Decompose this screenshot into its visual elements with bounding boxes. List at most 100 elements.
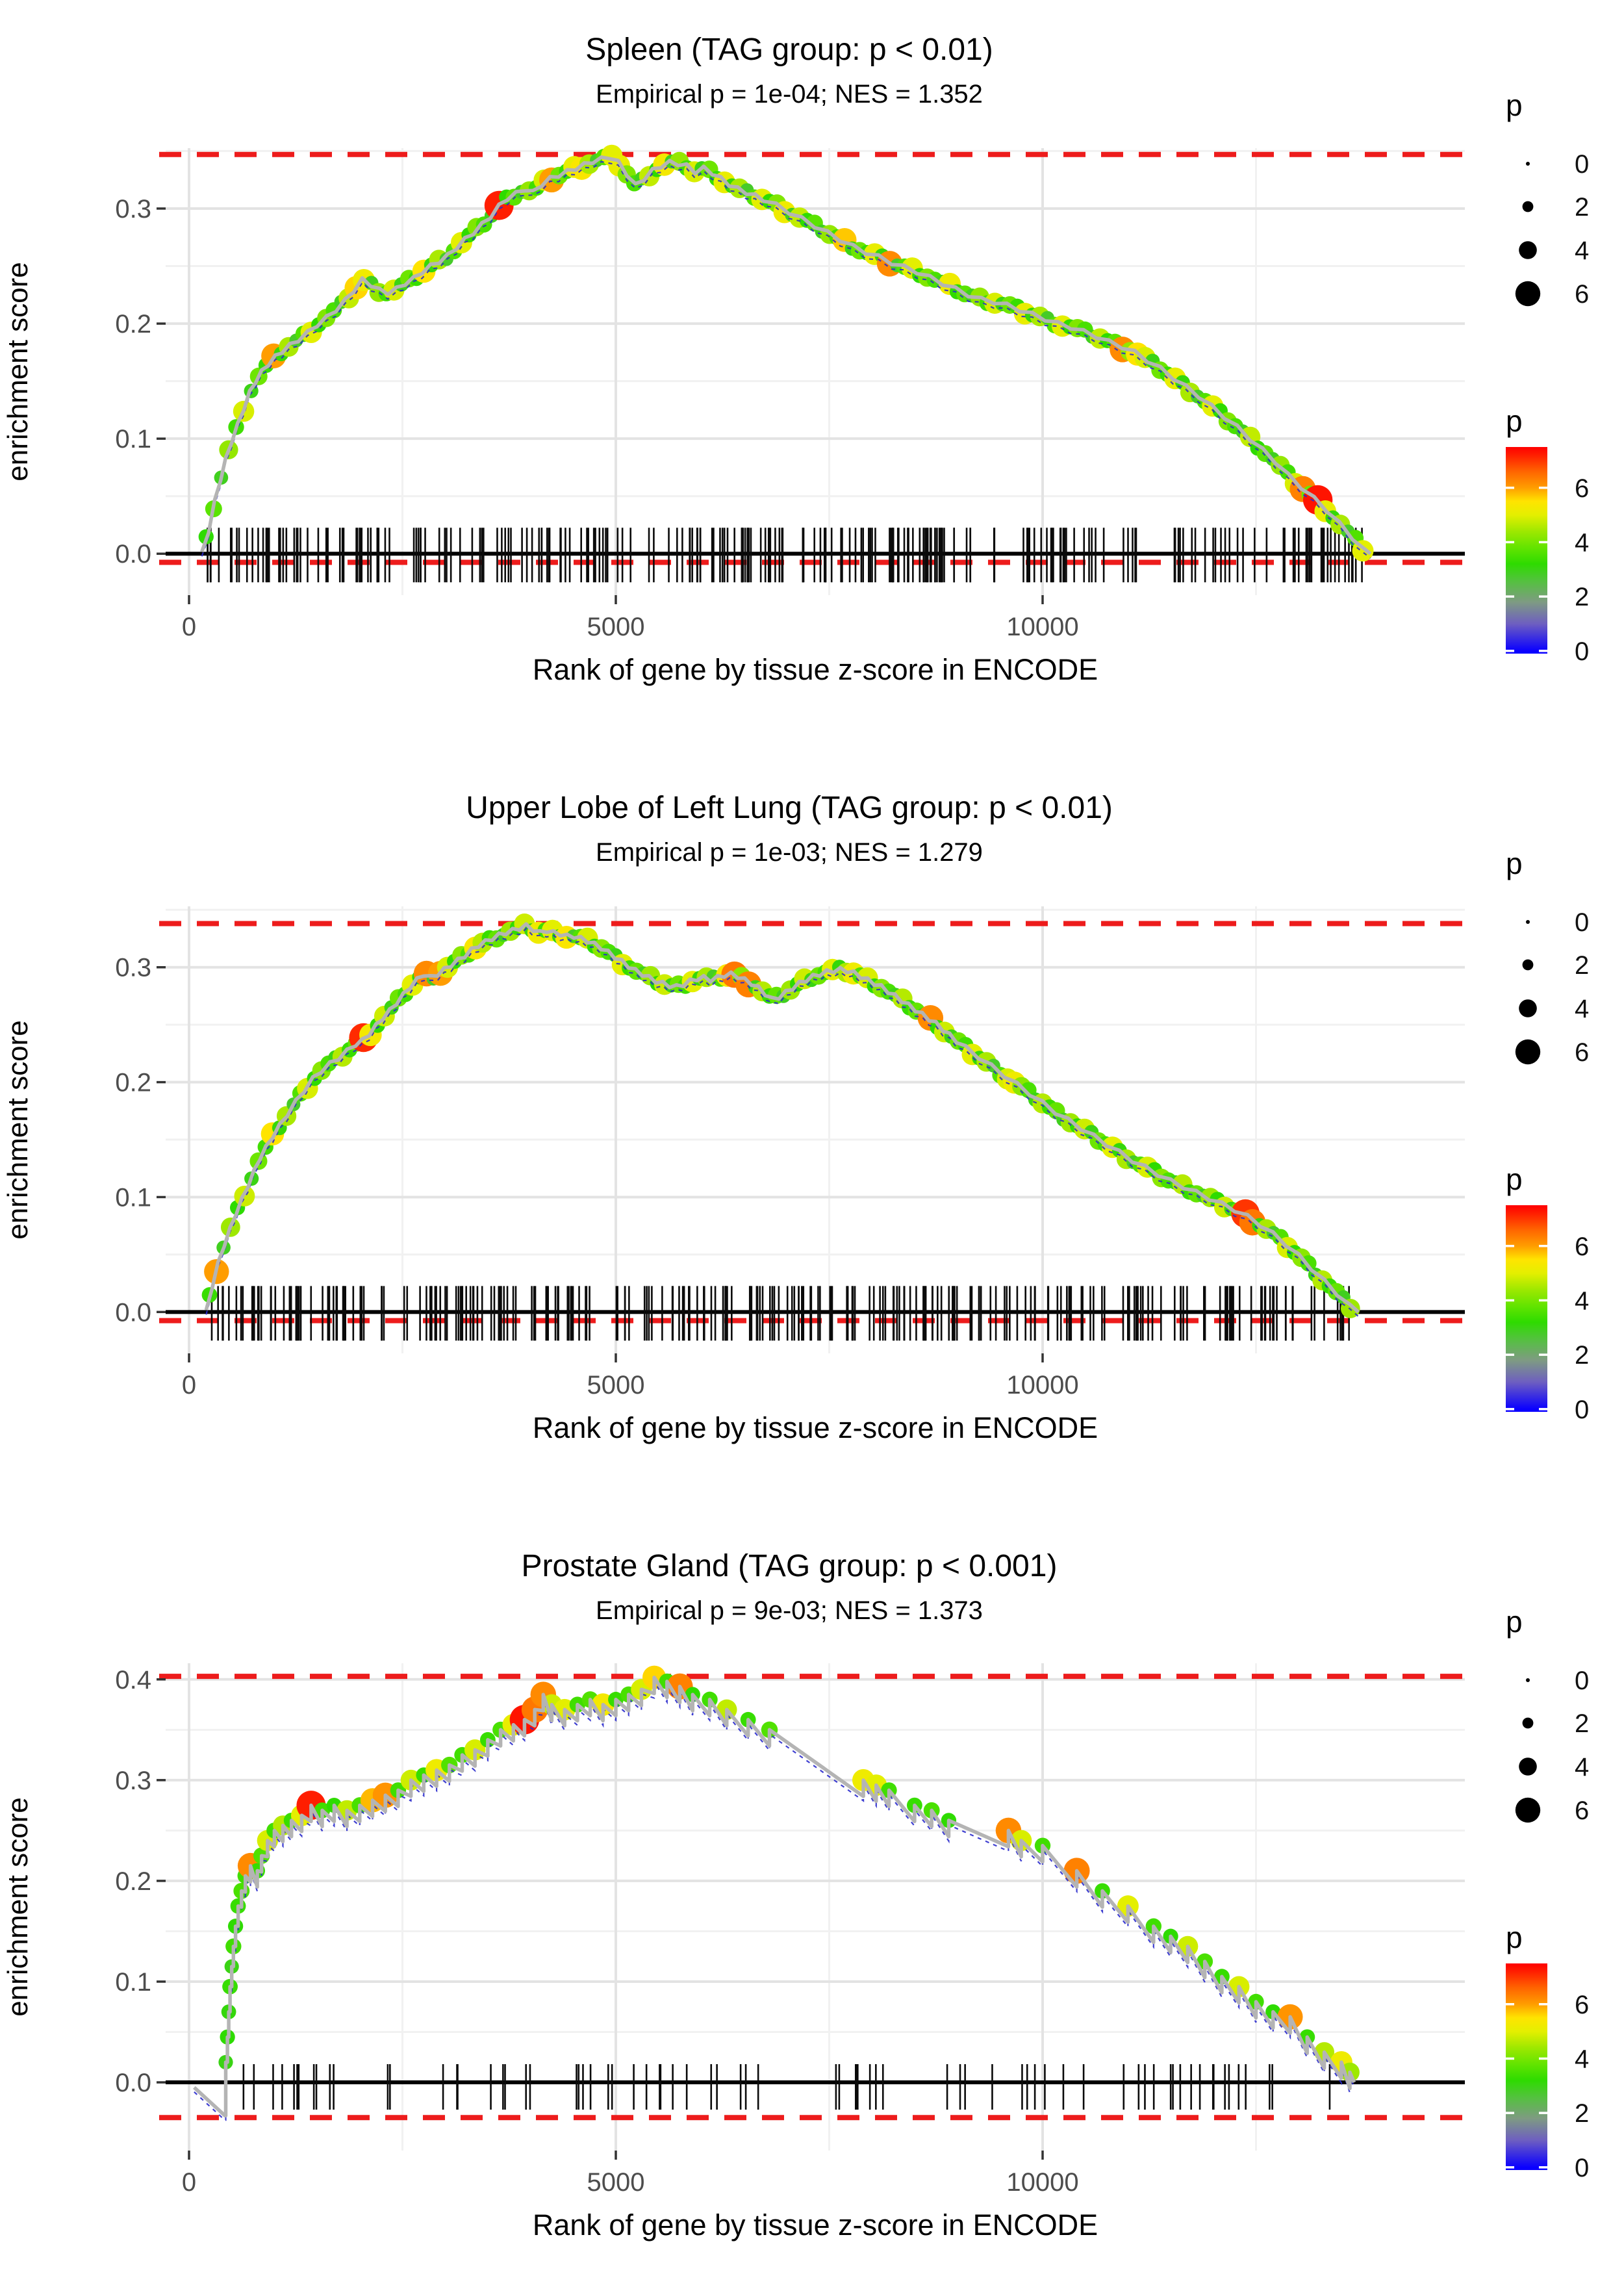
colorbar: [1506, 1963, 1547, 2170]
running-es-curve: [204, 922, 1360, 1314]
size-legend-label: 2: [1575, 193, 1589, 222]
size-legend: p 0 2 4 6: [1506, 88, 1589, 309]
x-axis-label: Rank of gene by tissue z-score in ENCODE: [533, 653, 1098, 686]
size-legend-label: 6: [1575, 1038, 1589, 1067]
panel-prostate-gland: 0 5000 10000 0.0 0.1 0.2 0.3 0.4 p 0 2 4 6 p 6 4 2 0 Pros…: [2, 1549, 1589, 2242]
x-tick-label: 0: [182, 613, 196, 641]
panel-subtitle: Empirical p = 1e-03; NES = 1.279: [596, 838, 983, 867]
panel-generated-0: 0 5000 10000 0.0 0.1 0.2 0.3 p 0 2 4 6 p 6 4 2 0: [115, 88, 1589, 666]
x-tick-label: 10000: [1006, 1371, 1078, 1399]
y-tick-label: 0.3: [115, 195, 151, 224]
colorbar-tick-label: 4: [1575, 2045, 1589, 2073]
running-es-curve-shadow: [201, 160, 1371, 559]
size-legend-label: 4: [1575, 995, 1589, 1023]
color-legend-title: p: [1506, 1162, 1523, 1196]
x-tick-label: 0: [182, 1371, 196, 1399]
y-axis-label: enrichment score: [2, 262, 34, 481]
y-tick-label: 0.2: [115, 1867, 151, 1896]
x-axis-label: Rank of gene by tissue z-score in ENCODE: [533, 2208, 1098, 2242]
size-legend-dot: [1515, 1039, 1541, 1065]
colorbar: [1506, 447, 1547, 654]
size-legend-dot: [1519, 1757, 1537, 1776]
x-tick-label: 5000: [587, 2168, 645, 2197]
color-legend-title: p: [1506, 404, 1523, 438]
axes: 0 5000 10000 0.0 0.1 0.2 0.3: [115, 195, 1078, 641]
panel-title: Upper Lobe of Left Lung (TAG group: p < …: [466, 791, 1113, 825]
x-axis-label: Rank of gene by tissue z-score in ENCODE: [533, 1411, 1098, 1444]
color-legend: p 6 4 2 0: [1506, 1921, 1589, 2182]
size-legend-dot: [1522, 1717, 1534, 1729]
y-tick-label: 0.1: [115, 1968, 151, 1997]
panel-title: Prostate Gland (TAG group: p < 0.001): [522, 1549, 1058, 1583]
size-legend-label: 4: [1575, 1753, 1589, 1782]
y-axis-label: enrichment score: [2, 1797, 34, 2016]
gene-rug: [210, 1286, 1350, 1341]
size-legend-label: 4: [1575, 236, 1589, 265]
size-legend: p 0 2 4 6: [1506, 1605, 1589, 1825]
axes: 0 5000 10000 0.0 0.1 0.2 0.3: [115, 954, 1078, 1399]
y-tick-label: 0.2: [115, 1069, 151, 1097]
size-legend-title: p: [1506, 88, 1523, 122]
x-tick-label: 10000: [1006, 2168, 1078, 2197]
colorbar-tick-label: 0: [1575, 1396, 1589, 1424]
size-legend-title: p: [1506, 1605, 1523, 1639]
colorbar-tick-label: 6: [1575, 474, 1589, 503]
colorbar-tick-label: 2: [1575, 583, 1589, 611]
color-legend: p 6 4 2 0: [1506, 1162, 1589, 1424]
gene-rug: [207, 528, 1363, 583]
size-legend-dot: [1515, 1797, 1541, 1823]
x-tick-label: 5000: [587, 613, 645, 641]
colorbar-tick-label: 4: [1575, 528, 1589, 557]
running-es-curve: [193, 1675, 1356, 2117]
size-legend-dot: [1526, 1678, 1530, 1682]
size-legend-dot: [1526, 920, 1530, 924]
colorbar-tick-label: 4: [1575, 1286, 1589, 1315]
running-es-curve-shadow: [194, 1679, 1355, 2121]
colorbar: [1506, 1205, 1547, 1412]
y-tick-label: 0.2: [115, 310, 151, 339]
axes: 0 5000 10000 0.0 0.1 0.2 0.3 0.4: [115, 1666, 1078, 2197]
x-tick-label: 5000: [587, 1371, 645, 1399]
size-legend-label: 0: [1575, 1667, 1589, 1695]
size-legend-label: 6: [1575, 1796, 1589, 1825]
y-tick-label: 0.1: [115, 1183, 151, 1212]
panel-subtitle: Empirical p = 1e-04; NES = 1.352: [596, 80, 983, 109]
size-legend-label: 2: [1575, 1709, 1589, 1738]
size-legend-dot: [1522, 959, 1534, 971]
y-tick-label: 0.0: [115, 1298, 151, 1327]
running-es-curve-shadow: [205, 927, 1359, 1318]
colorbar-tick-label: 2: [1575, 2099, 1589, 2128]
panel-generated-1: 0 5000 10000 0.0 0.1 0.2 0.3 p 0 2 4 6 p 6 4 2 0: [115, 847, 1589, 1424]
size-legend: p 0 2 4 6: [1506, 847, 1589, 1067]
y-axis-label: enrichment score: [2, 1020, 34, 1239]
y-tick-label: 0.1: [115, 425, 151, 454]
y-tick-label: 0.0: [115, 540, 151, 568]
gene-rug: [242, 2064, 1331, 2110]
gene-hit-markers: [198, 144, 1374, 562]
colorbar-tick-label: 6: [1575, 1991, 1589, 2019]
size-legend-title: p: [1506, 847, 1523, 880]
colorbar-tick-label: 0: [1575, 2154, 1589, 2182]
size-legend-dot: [1526, 162, 1530, 166]
panel-subtitle: Empirical p = 9e-03; NES = 1.373: [596, 1596, 983, 1625]
size-legend-label: 2: [1575, 951, 1589, 980]
y-tick-label: 0.3: [115, 954, 151, 982]
panel-spleen: 0 5000 10000 0.0 0.1 0.2 0.3 p 0 2 4 6 p 6 4 2 0 Spleen …: [2, 32, 1589, 686]
size-legend-dot: [1515, 281, 1541, 307]
gene-hit-markers: [218, 1665, 1360, 2082]
panel-title: Spleen (TAG group: p < 0.01): [585, 32, 993, 67]
color-legend-title: p: [1506, 1921, 1523, 1954]
running-es-curve: [200, 155, 1372, 556]
size-legend-dot: [1519, 999, 1537, 1017]
y-tick-label: 0.4: [115, 1666, 151, 1694]
panel-generated-2: 0 5000 10000 0.0 0.1 0.2 0.3 0.4 p 0 2 4 6 p 6 4 2 0: [115, 1605, 1589, 2197]
size-legend-dot: [1519, 241, 1537, 259]
x-tick-label: 0: [182, 2168, 196, 2197]
size-legend-label: 0: [1575, 908, 1589, 937]
colorbar-tick-label: 2: [1575, 1341, 1589, 1370]
size-legend-dot: [1522, 201, 1534, 212]
y-tick-label: 0.3: [115, 1767, 151, 1795]
panel-upper-lobe-left-lung: 0 5000 10000 0.0 0.1 0.2 0.3 p 0 2 4 6 p 6 4 2 0 Upper L…: [2, 791, 1589, 1444]
x-tick-label: 10000: [1006, 613, 1078, 641]
